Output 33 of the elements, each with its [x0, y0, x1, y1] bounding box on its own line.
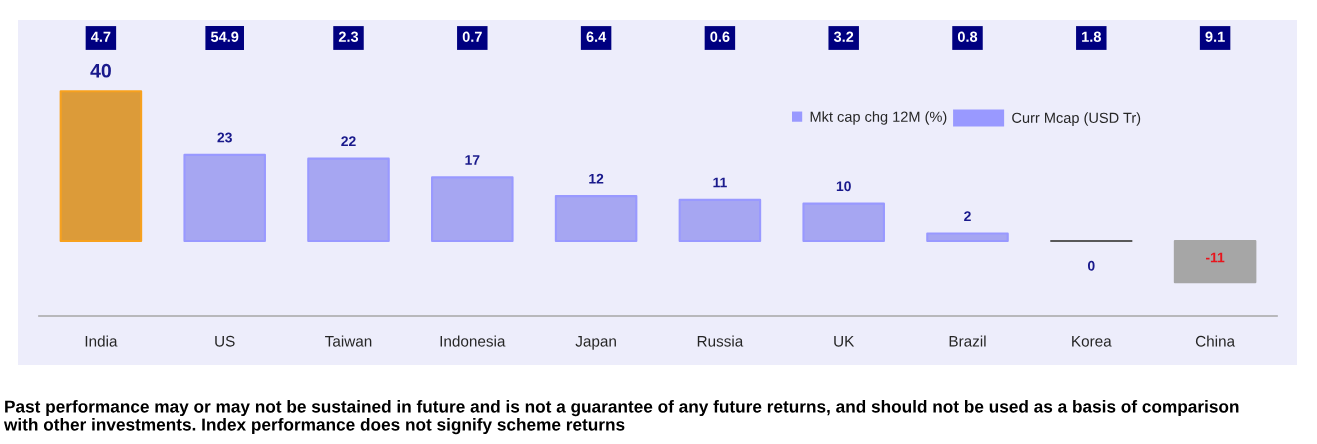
data-label: 9.1: [1205, 31, 1225, 42]
data-label: 23: [217, 132, 232, 143]
data-label: 2: [964, 211, 971, 221]
data-label: 6.4: [586, 31, 607, 42]
data-label: 40: [90, 63, 111, 78]
data-label: 11: [713, 177, 727, 188]
data-label: -11: [1205, 252, 1225, 263]
x-tick-label: India: [85, 335, 118, 347]
data-label: 0.7: [462, 31, 482, 42]
data-label: 17: [465, 155, 480, 165]
data-label: 3.2: [833, 31, 854, 42]
legend-label: Curr Mcap (USD Tr): [1012, 112, 1141, 126]
data-label: 12: [589, 173, 604, 184]
x-tick-label: Japan: [575, 336, 616, 350]
data-label: 10: [836, 181, 851, 192]
data-label: 0.8: [957, 31, 978, 42]
text: Past performance may or may not be sustained in future and is not a guarantee of any future returns, and should not be used as a basis of comparison with other investments. Index performance does not signify scheme returns: [3, 400, 1239, 435]
x-tick-label: US: [215, 335, 235, 347]
x-tick-label: UK: [834, 336, 855, 347]
legend-label: Mkt cap chg 12M (%): [810, 111, 947, 125]
data-label: 0.6: [710, 31, 730, 42]
x-tick-label: Russia: [697, 335, 744, 347]
data-label: 22: [341, 136, 356, 147]
data-label: 1.8: [1082, 31, 1101, 42]
x-tick-label: Brazil: [949, 335, 986, 347]
x-tick-label: Taiwan: [325, 335, 372, 347]
data-label: 2.3: [338, 31, 359, 42]
data-label: 4.7: [90, 31, 111, 42]
data-label: 54.9: [210, 31, 239, 42]
x-tick-label: China: [1195, 335, 1236, 347]
x-tick-label: Korea: [1072, 336, 1112, 347]
data-label: 0: [1087, 260, 1095, 271]
x-tick-label: Indonesia: [440, 335, 506, 347]
